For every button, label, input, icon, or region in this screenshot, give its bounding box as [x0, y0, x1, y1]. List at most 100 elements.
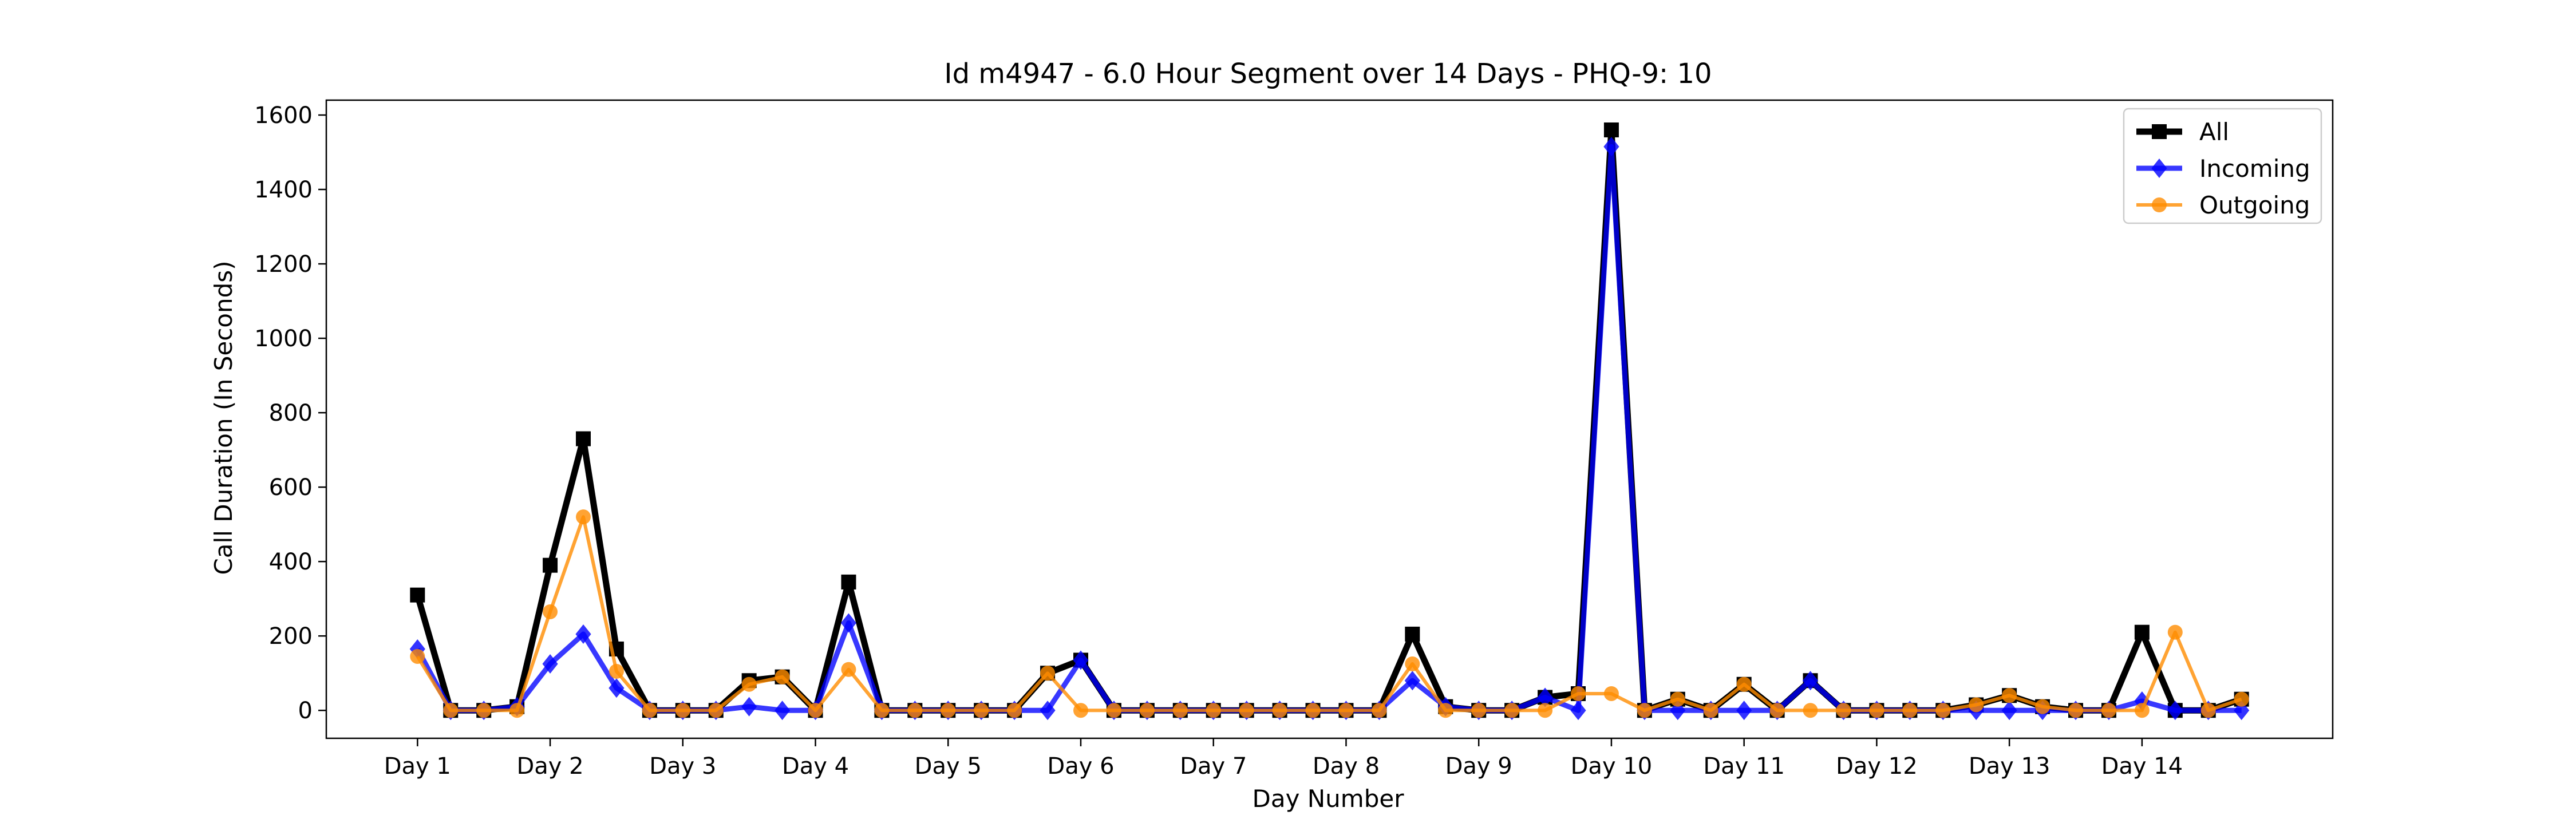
data-point-outgoing	[410, 648, 425, 664]
data-point-outgoing	[1538, 703, 1553, 718]
data-point-incoming	[1073, 650, 1089, 670]
legend-label-all: All	[2199, 118, 2229, 146]
data-point-outgoing	[2002, 688, 2017, 703]
data-point-all	[1405, 626, 1420, 642]
data-point-outgoing	[2068, 703, 2084, 718]
data-point-outgoing	[1172, 703, 1188, 718]
x-tick-label: Day 10	[1571, 753, 1653, 779]
data-point-outgoing	[1603, 686, 1619, 701]
data-point-outgoing	[1769, 703, 1785, 718]
data-point-outgoing	[1736, 676, 1752, 692]
data-point-incoming	[609, 678, 625, 698]
data-point-outgoing	[1803, 703, 1818, 718]
data-point-outgoing	[1670, 691, 1685, 707]
data-point-all	[841, 574, 856, 589]
data-point-outgoing	[2167, 624, 2183, 640]
y-axis-label: Call Duration (In Seconds)	[210, 260, 238, 575]
data-point-incoming	[1603, 137, 1619, 157]
series-all	[410, 122, 2249, 718]
x-tick-label: Day 3	[649, 753, 716, 779]
y-tick-label: 1000	[254, 326, 313, 352]
legend-entry-all: All	[2136, 118, 2229, 146]
data-point-outgoing	[1405, 656, 1420, 671]
data-point-outgoing	[1272, 703, 1287, 718]
data-point-all	[543, 557, 558, 573]
x-tick-label: Day 8	[1313, 753, 1380, 779]
data-point-incoming	[1537, 687, 1553, 707]
data-point-incoming	[2001, 701, 2017, 721]
data-point-outgoing	[1139, 703, 1155, 718]
data-point-outgoing	[1007, 703, 1022, 718]
data-point-outgoing	[1703, 703, 1718, 718]
data-point-outgoing	[1073, 703, 1088, 718]
data-point-outgoing	[2035, 699, 2050, 714]
plot-frame	[325, 99, 2334, 739]
data-point-outgoing	[1969, 697, 1984, 713]
data-point-outgoing	[1902, 703, 1918, 718]
data-point-outgoing	[1106, 703, 1121, 718]
data-point-all	[575, 431, 591, 446]
chart-title: Id m4947 - 6.0 Hour Segment over 14 Days…	[944, 58, 1712, 90]
data-point-outgoing	[1471, 703, 1487, 718]
data-point-outgoing	[575, 509, 591, 525]
y-tick-label: 200	[269, 623, 313, 650]
data-point-outgoing	[1040, 666, 1056, 681]
data-point-incoming	[2167, 701, 2183, 721]
data-point-incoming	[840, 613, 857, 633]
data-point-incoming	[542, 654, 558, 674]
series-outgoing	[410, 509, 2249, 718]
data-point-incoming	[1736, 701, 1752, 721]
y-tick-label: 1400	[254, 177, 313, 203]
data-point-outgoing	[609, 663, 624, 679]
data-point-outgoing	[2234, 691, 2249, 707]
data-point-incoming	[741, 697, 757, 717]
legend-marker-all	[2152, 124, 2167, 139]
data-point-all	[2134, 624, 2150, 640]
y-tick-label: 400	[269, 549, 313, 575]
data-point-outgoing	[476, 703, 492, 718]
x-tick-label: Day 12	[1836, 753, 1918, 779]
x-tick-label: Day 5	[915, 753, 982, 779]
legend-label-incoming: Incoming	[2199, 155, 2310, 183]
x-tick-label: Day 11	[1703, 753, 1785, 779]
data-point-incoming	[1040, 701, 1056, 721]
data-point-outgoing	[1338, 703, 1354, 718]
data-point-incoming	[774, 701, 791, 721]
data-point-outgoing	[1869, 703, 1884, 718]
data-point-outgoing	[543, 604, 558, 619]
y-tick-label: 0	[298, 698, 313, 724]
data-point-incoming	[1802, 671, 1819, 691]
data-point-outgoing	[708, 703, 724, 718]
x-axis-label: Day Number	[1252, 785, 1404, 813]
data-point-outgoing	[2101, 703, 2116, 718]
data-point-outgoing	[2134, 703, 2150, 718]
data-point-outgoing	[741, 676, 757, 692]
data-point-outgoing	[775, 669, 790, 684]
plot-area: 0 200 400 600 800 1000 1200 1400 1600 Day 1 Day 2 D…	[254, 99, 2334, 779]
data-point-all	[1603, 122, 1619, 138]
x-tick-label: Day 7	[1180, 753, 1247, 779]
data-point-outgoing	[907, 703, 923, 718]
data-point-outgoing	[1571, 686, 1586, 701]
series-line-incoming	[415, 144, 2242, 713]
y-tick-label: 800	[269, 400, 313, 426]
legend-label-outgoing: Outgoing	[2199, 191, 2310, 219]
data-point-outgoing	[1935, 703, 1951, 718]
data-point-outgoing	[1239, 703, 1254, 718]
x-tick-label: Day 14	[2101, 753, 2183, 779]
data-point-outgoing	[1305, 703, 1321, 718]
x-tick-label: Day 6	[1047, 753, 1114, 779]
y-tick-label: 600	[269, 474, 313, 501]
series-incoming	[409, 137, 2250, 721]
data-point-outgoing	[841, 662, 856, 677]
data-point-outgoing	[1637, 703, 1652, 718]
data-point-outgoing	[1372, 703, 1387, 718]
x-tick-label: Day 2	[516, 753, 583, 779]
data-point-outgoing	[675, 703, 690, 718]
x-tick-label: Day 9	[1445, 753, 1512, 779]
data-point-outgoing	[509, 703, 525, 718]
series-line-all	[414, 126, 2243, 714]
data-point-outgoing	[1504, 703, 1520, 718]
